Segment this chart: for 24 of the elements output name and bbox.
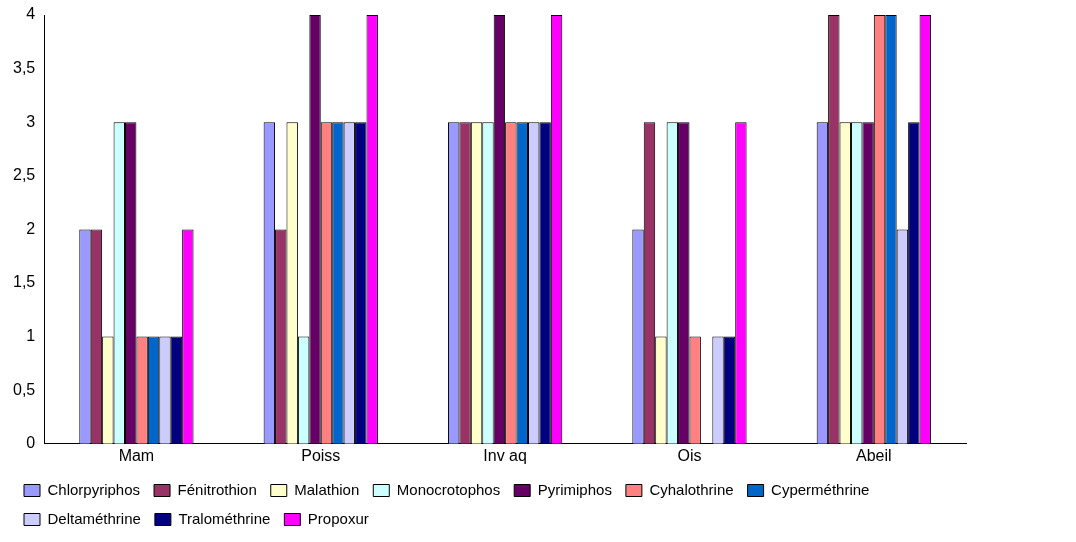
y-tick-label: 0,5: [12, 380, 36, 398]
legend-label: Cyhalothrine: [649, 480, 734, 498]
y-tick-label: 2: [26, 219, 36, 237]
legend-label: Pyrimiphos: [537, 480, 612, 498]
y-tick-label: 3: [26, 112, 36, 130]
legend-label: Deltaméthrine: [47, 509, 141, 527]
y-tick-label: 1,5: [12, 273, 36, 291]
x-tick-label: Ois: [677, 446, 702, 464]
y-tick-label: 3,5: [12, 59, 36, 77]
y-tick-label: 4: [26, 5, 36, 23]
x-tick-label: Abeil: [856, 446, 892, 464]
legend-label: Tralométhrine: [178, 509, 271, 527]
x-tick-label: Mam: [118, 446, 155, 464]
legend-label: Fénitrothion: [177, 480, 257, 498]
x-tick-label: Poiss: [301, 446, 341, 464]
legend-label: Propoxur: [307, 509, 369, 527]
legend-label: Cyperméthrine: [771, 480, 870, 498]
legend-label: Chlorpyriphos: [47, 480, 141, 498]
y-tick-label: 1: [26, 327, 36, 345]
x-tick-label: Inv aq: [483, 446, 527, 464]
legend-label: Monocrotophos: [396, 480, 501, 498]
y-tick-label: 0: [26, 434, 36, 452]
legend-label: Malathion: [294, 480, 360, 498]
y-tick-label: 2,5: [12, 166, 36, 184]
